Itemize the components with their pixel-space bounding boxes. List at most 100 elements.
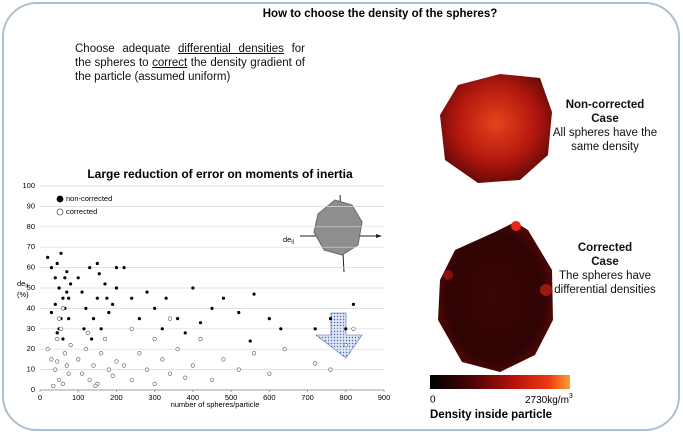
x-tick-label: 700 (301, 393, 314, 402)
scatter-point (249, 339, 252, 342)
scatter-point (314, 327, 317, 330)
scatter-point (96, 262, 99, 265)
scatter-point (107, 368, 111, 372)
y-tick-label: 20 (27, 344, 35, 353)
particle-spot (511, 221, 521, 231)
scatter-point (61, 337, 64, 340)
legend-marker (57, 196, 63, 202)
y-tick-label: 60 (27, 263, 35, 272)
scatter-point (77, 276, 80, 279)
scatter-point (86, 331, 90, 335)
scatter-point (168, 317, 172, 321)
scatter-point (69, 282, 72, 285)
x-tick-label: 200 (110, 393, 123, 402)
chart-title: Large reduction of error on moments of i… (87, 167, 353, 181)
scatter-point (57, 378, 61, 382)
scatter-point (90, 337, 93, 340)
scatter-point (54, 276, 57, 279)
panel-title: Corrected Case (565, 241, 645, 269)
x-tick-label: 500 (225, 393, 238, 402)
scatter-point (161, 327, 164, 330)
scatter-point (55, 360, 59, 364)
x-tick-label: 400 (187, 393, 200, 402)
scatter-point (80, 372, 84, 376)
scatter-point (145, 368, 149, 372)
x-tick-label: 900 (378, 393, 391, 402)
scatter-point (46, 347, 50, 351)
scatter-point (98, 272, 101, 275)
x-tick-label: 600 (263, 393, 276, 402)
colorbar-min: 0 (430, 395, 436, 406)
scatter-point (107, 311, 110, 314)
scatter-point (168, 372, 172, 376)
scatter-point (222, 358, 226, 362)
colorbar (430, 375, 570, 389)
x-tick-label: 800 (340, 393, 353, 402)
scatter-point (103, 282, 106, 285)
scatter-point (103, 337, 107, 341)
scatter-point (94, 384, 98, 388)
y-tick-label: 100 (22, 181, 35, 190)
text: Choose adequate (75, 43, 178, 55)
scatter-point (352, 327, 356, 331)
scatter-point (52, 384, 56, 388)
scatter-point (57, 317, 61, 321)
scatter-point (130, 297, 133, 300)
scatter-point (50, 266, 53, 269)
scatter-point (59, 327, 63, 331)
scatter-point (130, 378, 134, 382)
scatter-point (153, 382, 157, 386)
y-tick-label: 90 (27, 201, 35, 210)
y-tick-label: 50 (27, 283, 35, 292)
scatter-point (54, 303, 57, 306)
scatter-point (46, 256, 49, 259)
scatter-point (176, 347, 180, 351)
scatter-point (56, 331, 59, 334)
scatter-point (63, 351, 67, 355)
scatter-point (88, 378, 92, 382)
text: correct (152, 57, 187, 69)
slide: How to choose the density of the spheres… (0, 0, 683, 434)
scatter-point (76, 358, 80, 362)
scatter-point (161, 358, 165, 362)
scatter-point (344, 327, 347, 330)
y-tick-label: 0 (31, 385, 35, 394)
scatter-point (50, 358, 54, 362)
scatter-point (191, 286, 194, 289)
scatter-point (82, 327, 85, 330)
scatter-point (165, 297, 168, 300)
panel-title: Non-corrected Case (565, 98, 645, 126)
x-tick-label: 0 (38, 393, 42, 402)
y-tick-label: 30 (27, 324, 35, 333)
y-tick-label: 10 (27, 365, 35, 374)
text: differential densities (178, 43, 284, 55)
scatter-point (199, 337, 203, 341)
scatter-point (130, 327, 134, 331)
scatter-point (183, 376, 187, 380)
scatter-point (115, 360, 119, 364)
scatter-point (58, 286, 61, 289)
scatter-point (268, 372, 272, 376)
scatter-point (59, 252, 62, 255)
scatter-point (65, 270, 68, 273)
scatter-point (69, 343, 73, 347)
scatter-point (237, 368, 241, 372)
scatter-point (122, 364, 126, 368)
scatter-point (80, 290, 83, 293)
scatter-point (329, 317, 332, 320)
legend-marker (57, 209, 63, 215)
scatter-point (184, 331, 187, 334)
scatter-point (65, 364, 69, 368)
scatter-point (92, 364, 96, 368)
scatter-point (115, 286, 118, 289)
scatter-point (56, 262, 59, 265)
scatter-point (252, 351, 256, 355)
scatter-point (145, 290, 148, 293)
scatter-point (176, 317, 179, 320)
scatter-point (50, 311, 53, 314)
scatter-point (63, 276, 66, 279)
scatter-point (122, 266, 125, 269)
scatter-point (55, 337, 59, 341)
scatter-point (88, 266, 91, 269)
